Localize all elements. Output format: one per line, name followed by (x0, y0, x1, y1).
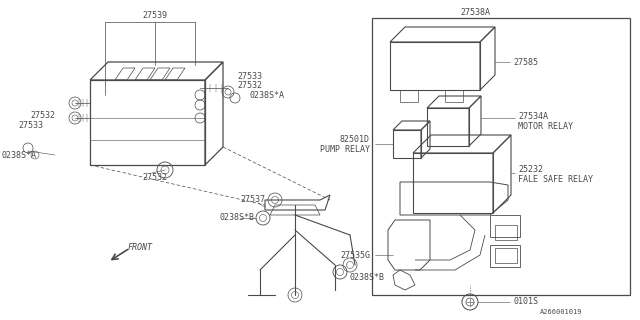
Bar (445, 90, 463, 102)
Bar (90, 80, 205, 165)
Bar (413, 153, 493, 213)
Text: 25232: 25232 (518, 164, 543, 173)
Text: 82501D: 82501D (340, 134, 370, 143)
Bar (400, 90, 418, 102)
Text: 0238S*A: 0238S*A (2, 150, 37, 159)
Text: 0238S*A: 0238S*A (250, 91, 285, 100)
Text: 0101S: 0101S (513, 298, 538, 307)
Text: 27532: 27532 (142, 172, 167, 181)
Text: 27533: 27533 (237, 71, 262, 81)
Text: 27585: 27585 (513, 58, 538, 67)
Bar (390, 42, 480, 90)
Text: 27532: 27532 (237, 81, 262, 90)
Text: 27532: 27532 (30, 110, 55, 119)
Bar (427, 108, 469, 146)
Bar (372, 18, 630, 295)
Text: 27534A: 27534A (518, 111, 548, 121)
Text: 27533: 27533 (18, 121, 43, 130)
Text: 27535G: 27535G (340, 251, 370, 260)
Bar (490, 215, 520, 237)
Text: 27537: 27537 (240, 196, 265, 204)
Text: 27539: 27539 (143, 11, 168, 20)
Text: 0238S*B: 0238S*B (350, 274, 385, 283)
Text: 0238S*B: 0238S*B (220, 213, 255, 222)
Text: A266001019: A266001019 (540, 309, 582, 315)
Text: MOTOR RELAY: MOTOR RELAY (518, 122, 573, 131)
Text: FALE SAFE RELAY: FALE SAFE RELAY (518, 174, 593, 183)
Bar (495, 225, 517, 240)
Bar (393, 130, 421, 158)
Text: FRONT: FRONT (128, 244, 153, 252)
Text: 27538A: 27538A (460, 7, 490, 17)
Text: PUMP RELAY: PUMP RELAY (320, 145, 370, 154)
Bar (495, 248, 517, 263)
Bar (490, 245, 520, 267)
